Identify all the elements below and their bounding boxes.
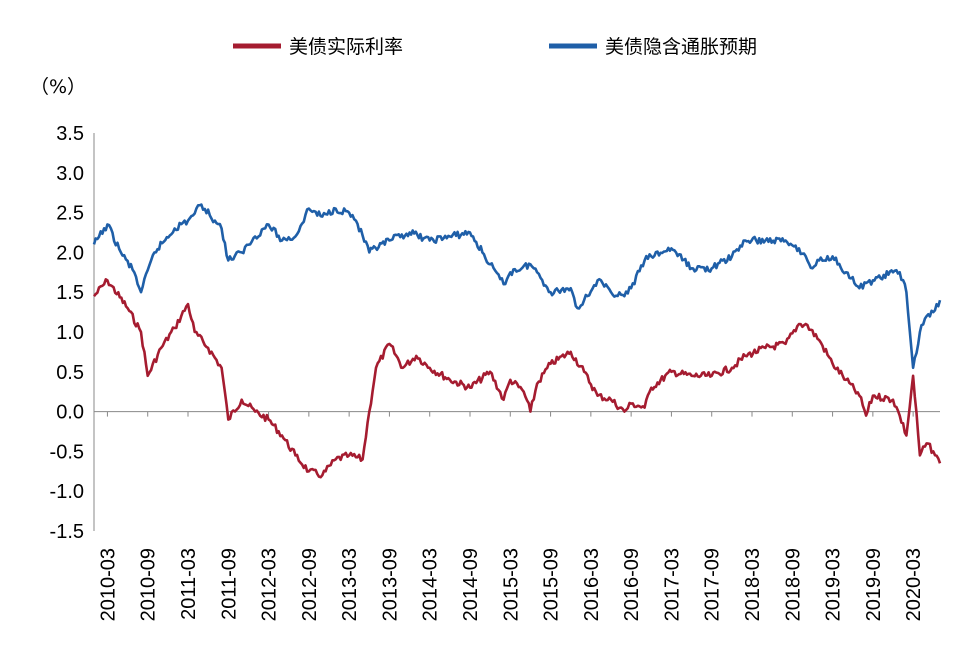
y-tick-label: 2.0 <box>56 242 84 264</box>
x-tick-label: 2017-09 <box>702 548 724 621</box>
x-tick-label: 2015-09 <box>541 548 563 621</box>
x-tick-label: 2016-03 <box>581 548 603 621</box>
y-tick-label: 2.5 <box>56 203 84 225</box>
series-line-inflation-expectation <box>92 203 942 370</box>
legend-label-real-rate: 美债实际利率 <box>289 36 403 58</box>
x-tick-label: 2013-09 <box>379 548 401 621</box>
legend-label-inflation-expectation: 美债隐含通胀预期 <box>605 36 757 58</box>
x-tick-label: 2020-03 <box>903 548 925 621</box>
series-line-real-rate <box>92 278 942 479</box>
x-tick-label: 2019-09 <box>863 548 885 621</box>
x-tick-label: 2014-09 <box>460 548 482 621</box>
legend: 美债实际利率 美债隐含通胀预期 <box>233 36 757 58</box>
x-tick-label: 2010-09 <box>138 548 160 621</box>
x-tick-label: 2018-09 <box>782 548 804 621</box>
x-tick-label: 2013-03 <box>339 548 361 621</box>
x-tick-label: 2016-09 <box>621 548 643 621</box>
y-tick-label: -1.0 <box>50 481 84 503</box>
x-tick-label: 2019-03 <box>823 548 845 621</box>
x-tick-label: 2018-03 <box>742 548 764 621</box>
y-tick-label: 3.0 <box>56 163 84 185</box>
x-tick-label: 2011-09 <box>218 548 240 620</box>
x-tick-label: 2015-03 <box>500 548 522 621</box>
x-tick-label: 2011-03 <box>178 548 200 620</box>
x-tick-label: 2010-03 <box>97 548 119 621</box>
series-layer <box>92 203 942 479</box>
y-tick-label: -0.5 <box>50 441 84 463</box>
y-tick-label: 0.5 <box>56 362 84 384</box>
x-tick-label: 2012-03 <box>259 548 281 621</box>
y-tick-label: 3.5 <box>56 123 84 145</box>
x-axis-ticks: 2010-03 2010-09 2011-03 2011-09 2012-03 2012-… <box>97 411 925 621</box>
y-tick-label: 1.0 <box>56 322 84 344</box>
x-tick-label: 2014-03 <box>420 548 442 621</box>
y-axis-unit-label: （%） <box>30 76 86 98</box>
y-axis-ticks: 3.5 3.0 2.5 2.0 1.5 1.0 0.5 0.0 -0.5 -1.0 -1.5 <box>50 123 84 543</box>
y-tick-label: 0.0 <box>56 402 84 424</box>
x-tick-label: 2017-03 <box>661 548 683 621</box>
y-tick-label: -1.5 <box>50 521 84 543</box>
y-tick-label: 1.5 <box>56 282 84 304</box>
x-tick-label: 2012-09 <box>299 548 321 621</box>
